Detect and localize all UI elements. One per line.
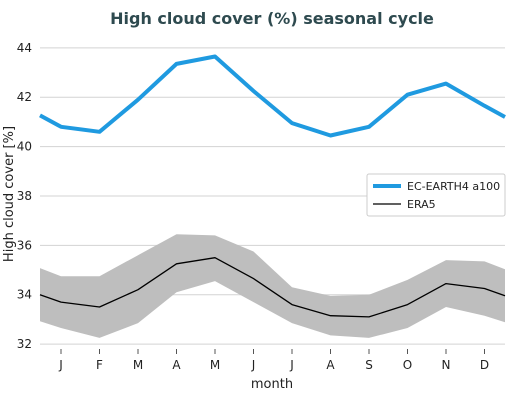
x-tick-label: M [210,358,220,372]
series-line-era5 [39,257,506,318]
x-tick-label: J [289,358,294,372]
y-tick-label: 32 [17,337,32,351]
y-tick-label: 38 [17,189,32,203]
chart-title: High cloud cover (%) seasonal cycle [110,9,434,28]
x-tick-label: N [442,358,451,372]
x-tick-label: A [172,358,181,372]
x-tick-label: M [133,358,143,372]
legend: EC-EARTH4 a100 ERA5 [366,173,506,217]
y-tick-label: 44 [17,41,32,55]
y-axis-label: High cloud cover [%] [2,126,17,262]
x-tick-label: O [403,358,412,372]
series-lines [39,54,506,318]
x-tick-label: J [58,358,63,372]
x-tick-label: F [96,358,103,372]
y-tick-label: 42 [17,90,32,104]
confidence-band-group [40,234,505,338]
y-tick-label: 40 [17,140,32,154]
x-tick-label: J [251,358,256,372]
x-tick-label: D [480,358,489,372]
series-line-ec-earth [39,54,506,138]
era5-spread-band [40,234,505,338]
y-tick-label: 36 [17,238,32,252]
legend-box [366,173,506,217]
x-tick-label: S [365,358,373,372]
x-tick-label: A [326,358,335,372]
x-axis-label: month [251,377,293,392]
y-ticks: 32 34 36 38 40 42 44 [17,41,32,351]
legend-label-ec-earth: EC-EARTH4 a100 [407,180,500,193]
y-tick-label: 34 [17,288,32,302]
legend-label-era5: ERA5 [407,198,436,211]
